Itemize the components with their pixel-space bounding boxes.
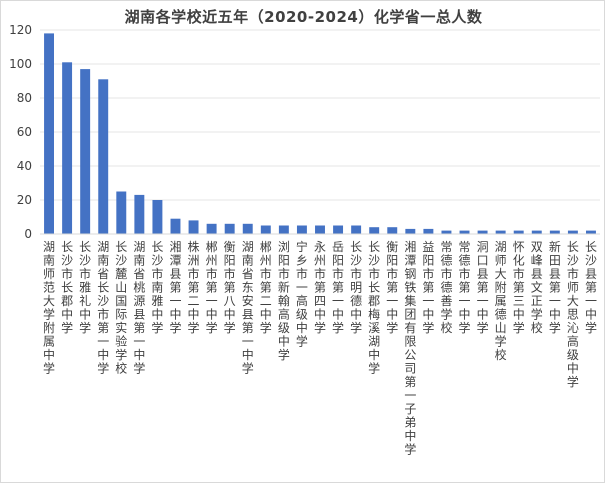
y-tick-label: 0 [24, 227, 32, 241]
x-tick-label: 湖师大附属德山学校 [495, 239, 507, 362]
bar [206, 223, 217, 234]
x-tick-label: 湘潭县第一中学 [169, 239, 181, 335]
x-tick-label: 湖南省桃源县第一中学 [133, 239, 145, 376]
x-tick-label: 郴州市第二中学 [260, 240, 272, 335]
bar [260, 225, 271, 234]
bar [369, 227, 380, 234]
bar [80, 69, 91, 234]
y-tick-label: 120 [9, 23, 32, 37]
chart-title: 湖南各学校近五年（2020-2024）化学省一总人数 [124, 8, 483, 26]
x-tick-label: 湘潭钢铁集团有限公司第一子弟中学 [404, 239, 416, 457]
bar [405, 228, 416, 234]
bar [242, 223, 253, 234]
x-tick-label: 湖南师范大学附属中学 [43, 239, 55, 376]
bar [296, 225, 307, 234]
x-axis-labels: 湖南师范大学附属中学长沙市长郡中学长沙市雅礼中学湖南省长沙市第一中学长沙麓山国际… [43, 239, 597, 457]
y-tick-label: 20 [17, 193, 32, 207]
bar [170, 218, 181, 234]
bar [549, 230, 560, 234]
bar [333, 225, 344, 234]
bar [44, 33, 54, 235]
x-tick-label: 洞口县第一中学 [477, 240, 489, 335]
x-tick-label: 湖南省东安县第一中学 [242, 239, 254, 376]
x-tick-label: 怀化市第三中学 [513, 240, 525, 335]
bar [152, 200, 163, 234]
x-tick-label: 常德市第一中学 [459, 240, 471, 335]
x-tick-label: 岳阳市第一中学 [332, 240, 344, 335]
x-tick-label: 长沙市雅礼中学 [79, 240, 91, 335]
x-tick-label: 双峰县文正学校 [531, 240, 543, 335]
x-tick-label: 株洲市第二中学 [188, 239, 200, 335]
gridlines [40, 29, 600, 201]
y-tick-label: 40 [17, 159, 32, 173]
x-tick-label: 衡阳市第八中学 [224, 240, 236, 335]
x-tick-label: 长沙县第一中学 [585, 240, 597, 335]
x-tick-label: 长沙市长郡中学 [61, 240, 73, 335]
x-tick-label: 郴州市第一中学 [206, 240, 218, 335]
bar [531, 230, 542, 234]
x-tick-label: 长沙市师大思沁高级中学 [567, 240, 579, 389]
x-tick-label: 永州市第四中学 [314, 240, 326, 335]
x-tick-label: 宁乡市一高级中学 [296, 239, 308, 349]
bar [423, 228, 434, 234]
bar [98, 79, 109, 234]
bar [586, 230, 596, 234]
y-axis-ticks: 0 20 40 60 80 100 120 [9, 23, 32, 241]
x-tick-label: 湖南省长沙市第一中学 [97, 239, 109, 376]
bar [278, 225, 289, 234]
bar [387, 227, 398, 234]
x-tick-label: 常德市德善学校 [440, 240, 452, 335]
bar [495, 230, 506, 234]
x-tick-label: 长沙市明德中学 [350, 240, 362, 335]
x-tick-label: 新田县第一中学 [549, 239, 561, 335]
bar [513, 230, 524, 234]
bars [44, 33, 596, 235]
bar [224, 223, 235, 234]
bar [134, 194, 145, 234]
bar [62, 62, 73, 234]
bar [315, 225, 325, 234]
y-tick-label: 60 [17, 125, 32, 139]
bar [477, 230, 488, 234]
y-tick-label: 100 [9, 57, 32, 71]
x-tick-label: 益阳市第一中学 [422, 240, 434, 335]
x-tick-label: 长沙市长郡梅溪湖中学 [368, 240, 380, 376]
x-tick-label: 衡阳市第一中学 [386, 240, 398, 335]
x-tick-label: 浏阳市新翰高级中学 [278, 240, 290, 362]
x-tick-label: 长沙麓山国际实验学校 [115, 240, 127, 376]
x-tick-label: 长沙市南雅中学 [151, 240, 163, 335]
bar [188, 220, 199, 234]
bar [116, 191, 127, 234]
bar [351, 225, 362, 234]
bar [441, 230, 452, 234]
bar [459, 230, 470, 234]
y-tick-label: 80 [17, 91, 32, 105]
bar [567, 230, 578, 234]
